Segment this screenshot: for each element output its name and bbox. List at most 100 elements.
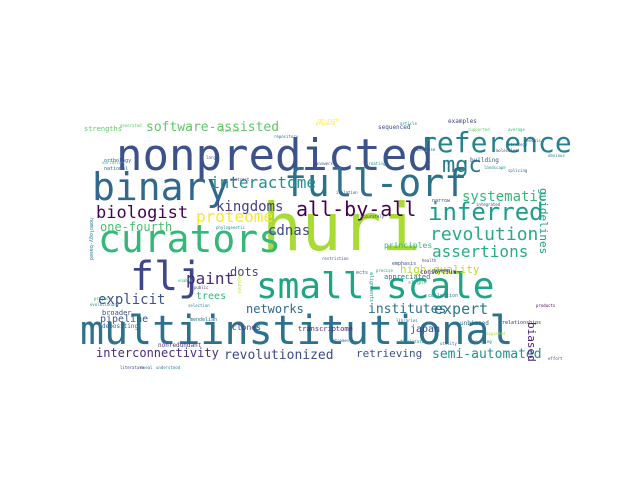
word-slight: slight: [408, 280, 426, 286]
word-utility: utility: [440, 341, 457, 346]
word-small-scale: small-scale: [256, 266, 494, 307]
word-pipeline: pipeline: [100, 314, 148, 325]
word-molecules: molecules: [496, 148, 518, 153]
word-networks: networks: [246, 302, 304, 316]
word-consortium: consortium: [420, 269, 457, 276]
word-public: public: [194, 285, 209, 290]
word-trees: trees: [196, 291, 226, 302]
word-broader: broader: [102, 309, 132, 317]
word-relationships: relationships: [502, 320, 541, 326]
word-precise: precise: [376, 268, 393, 273]
word-homology-based: homology-based: [88, 218, 94, 260]
word-curators: curators: [98, 217, 281, 261]
word-proposed: proposed: [316, 121, 336, 126]
word-systematic: systematic: [462, 189, 546, 205]
word-facilitate: facilitate: [400, 339, 425, 344]
word-variation: variation: [102, 160, 124, 165]
word-interconnectivity: interconnectivity: [96, 346, 219, 360]
word-genomic: genomic: [524, 138, 541, 143]
word-reveal: reveal: [138, 365, 153, 370]
word-all-by-all: all-by-all: [296, 197, 416, 221]
word-mgc: mgc: [442, 153, 482, 178]
word-products: products: [536, 303, 556, 308]
word-principles: principles: [384, 241, 432, 250]
word-supported: supported: [468, 127, 490, 132]
word-emphasis: emphasis: [392, 261, 416, 267]
word-huri: huri: [262, 189, 421, 266]
word-biased: biased: [525, 322, 538, 362]
word-flj: flj: [130, 254, 202, 300]
word-understood: understood: [156, 365, 181, 370]
word-creating: creating: [366, 161, 386, 166]
word-clones: clones: [232, 323, 261, 332]
word-binary: binary: [92, 165, 229, 209]
word-paint: paint: [186, 269, 234, 288]
word-timeline: timeline: [220, 128, 240, 133]
word-phylogenetic: phylogenetic: [216, 225, 245, 230]
word-health: health: [422, 258, 437, 263]
word-genome: genome: [432, 268, 450, 274]
word-reference: reference: [420, 126, 572, 159]
word-cloud-words: huri multiinstitutional nonpredicted curato…: [80, 118, 572, 370]
word-nonpredicted: nonpredicted: [116, 130, 434, 181]
word-article: article: [400, 121, 417, 126]
word-revolution: revolution: [430, 224, 538, 245]
word-revolutionized: revolutionized: [224, 348, 334, 363]
word-answers: answers: [316, 161, 333, 166]
word-resulting: resulting: [470, 339, 492, 344]
word-dots: dots: [230, 265, 259, 279]
word-strengths: strengths: [84, 125, 122, 133]
word-average: average: [508, 127, 525, 132]
word-appreciated: appreciated: [384, 273, 430, 281]
word-narrow: narrow: [432, 198, 451, 204]
word-institutes: institutes: [368, 302, 446, 317]
word-literature: literature: [120, 365, 145, 370]
word-database: database: [416, 147, 436, 152]
word-unbiased: unbiased: [460, 320, 489, 327]
word-orthology: orthology: [104, 158, 131, 164]
word-guidelines: guidelines: [537, 188, 550, 254]
word-mendelian: mendelian: [190, 317, 217, 323]
word-proteome: proteome: [196, 207, 273, 226]
word-effort: effort: [548, 356, 563, 361]
word-enable: enable: [178, 278, 193, 283]
word-biologist: biologist: [96, 203, 188, 223]
word-obvious: obvious: [548, 153, 565, 158]
word-software-assisted: software-assisted: [146, 120, 279, 135]
word-restriction: restriction: [322, 256, 349, 261]
word-outcomes: outcomes: [330, 338, 350, 343]
word-sequenced: sequenced: [378, 124, 411, 131]
word-ects: ects: [356, 270, 368, 276]
word-examples: examples: [448, 118, 477, 125]
word-depositing: depositing: [102, 323, 139, 330]
word-large: large: [206, 155, 219, 160]
word-integrated: integrated: [476, 202, 501, 207]
word-expert: expert: [434, 300, 488, 318]
word-explicit: explicit: [98, 292, 165, 308]
word-one-fourth: one-fourth: [100, 220, 172, 234]
word-full-orf: full-orf: [284, 161, 467, 205]
word-semi-automated: semi-automated: [432, 347, 542, 362]
word-kingdoms: kingdoms: [216, 199, 283, 215]
word-splicing: splicing: [508, 168, 528, 173]
word-isolation: isolation: [336, 190, 358, 195]
word-project: project: [94, 296, 111, 301]
word-multiinstitutional: multiinstitutional: [80, 308, 513, 354]
word-strategy: strategy: [508, 142, 528, 147]
word-gr-rich: gr-rich: [318, 118, 339, 124]
word-transcriptome: transcriptome: [298, 325, 353, 333]
word-assertions: assertions: [432, 242, 528, 261]
word-evolutionary: evolutionary: [90, 302, 119, 307]
word-nonredundant: nonredundant: [158, 342, 202, 349]
word-generated: generated: [120, 123, 142, 128]
word-japan: japan: [410, 324, 440, 335]
word-building: building: [470, 157, 499, 164]
word-selection: selection: [188, 303, 210, 308]
word-repository: repository: [274, 134, 299, 139]
word-abstract: abstract: [230, 177, 250, 182]
word-high-quality: high-quality: [400, 263, 480, 276]
word-candidate: candidate: [237, 272, 242, 294]
word-alignments: alignments: [368, 272, 374, 302]
word-national: national: [104, 166, 128, 172]
